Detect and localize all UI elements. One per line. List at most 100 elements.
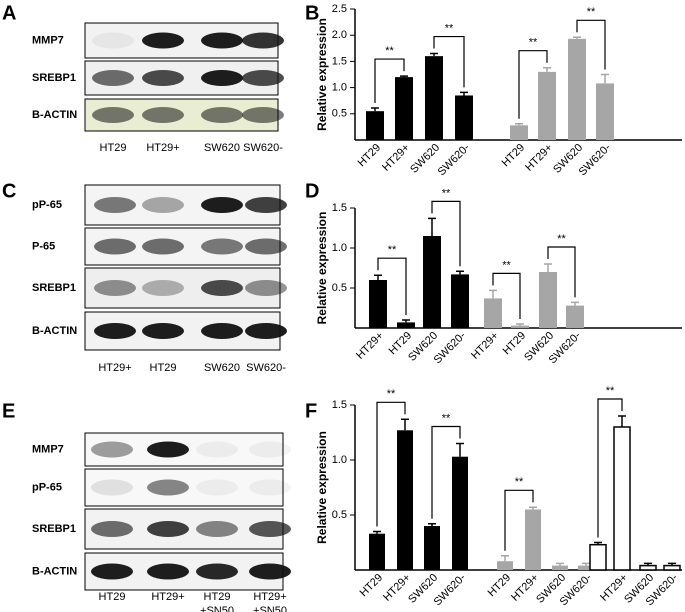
significance-bracket	[518, 50, 548, 119]
blot-row-label: SREBP1	[32, 282, 76, 294]
blot-row-label: pP-65	[32, 481, 62, 493]
x-tick-label: HT29+	[469, 330, 501, 362]
error-bar	[544, 263, 552, 272]
significance-bracket	[576, 19, 606, 70]
error-bar	[430, 52, 438, 57]
blot-band	[147, 563, 189, 580]
x-tick-label: HT29+	[354, 330, 386, 362]
x-tick-label: HT29+	[523, 142, 555, 174]
error-bar	[428, 523, 436, 526]
blot-band	[142, 238, 184, 255]
significance-label: **	[387, 388, 396, 400]
blot-lane-label: HT29	[204, 591, 231, 603]
blot-lane-label: HT29+	[253, 591, 286, 603]
significance-label: **	[442, 187, 451, 199]
blot-band	[196, 479, 238, 496]
bar	[568, 38, 586, 141]
significance-bracket	[431, 425, 461, 519]
bar	[511, 325, 529, 328]
y-tick-label: 0.5	[332, 108, 347, 120]
blot-band	[142, 70, 184, 86]
error-bar	[428, 217, 436, 236]
y-tick-label: 1.5	[332, 202, 347, 214]
significance-bracket	[492, 272, 521, 319]
bar	[525, 509, 541, 570]
error-bar	[371, 107, 379, 112]
error-bar	[582, 562, 590, 566]
significance-label: **	[442, 412, 451, 424]
y-tick-label: 2.5	[332, 3, 347, 15]
blot-lane-label: SW620-	[243, 142, 283, 154]
error-bar	[456, 270, 464, 275]
blot-band	[249, 563, 291, 580]
bar	[497, 561, 513, 570]
panel-letter: B	[305, 2, 319, 24]
significance-label: **	[587, 6, 596, 18]
error-bar	[374, 274, 382, 280]
y-tick-label: 0.5	[332, 509, 347, 521]
bar	[613, 426, 631, 571]
error-bar	[571, 301, 579, 306]
error-bar	[460, 91, 468, 96]
blot-row-label: SREBP1	[32, 72, 76, 84]
blot-band	[94, 197, 136, 213]
blot-band	[245, 238, 287, 255]
significance-label: **	[557, 233, 566, 245]
blot-band	[201, 197, 243, 213]
bar	[596, 83, 614, 140]
error-bar	[618, 415, 626, 427]
blot-lane-label: HT29+	[98, 362, 131, 374]
y-axis-label: Relative expression	[315, 18, 329, 131]
y-tick-label: 1.0	[332, 454, 347, 466]
panel-letter: C	[2, 180, 16, 202]
error-bar	[529, 506, 537, 510]
error-bar	[516, 323, 524, 326]
blot-row-label: SREBP1	[32, 523, 76, 535]
blot-lane-label: HT29	[100, 142, 127, 154]
blot-row-label: P-65	[32, 240, 55, 252]
blot-band	[147, 521, 189, 537]
blot-band	[142, 32, 184, 49]
panel-letter: D	[305, 180, 319, 202]
blot-band	[242, 107, 284, 123]
error-bar	[543, 66, 551, 72]
significance-bracket	[377, 257, 407, 315]
blot-row-label: MMP7	[32, 34, 64, 46]
y-tick-label: 1.5	[332, 399, 347, 411]
bar	[589, 543, 607, 571]
blot-lane-label: SW620	[204, 142, 240, 154]
error-bar	[644, 562, 652, 566]
x-tick-label: SW620-	[436, 141, 473, 178]
error-bar	[573, 36, 581, 39]
bar	[369, 533, 385, 570]
bar	[510, 125, 528, 140]
blot-band	[201, 107, 243, 123]
blot-lane-label: HT29	[150, 362, 177, 374]
blot-row-label: B-ACTIN	[32, 325, 77, 337]
bar	[397, 430, 413, 570]
blot-lane-label: HT29+	[151, 591, 184, 603]
error-bar	[601, 73, 609, 84]
blot-band	[91, 441, 133, 458]
blot-strip	[84, 267, 281, 309]
bar	[452, 456, 468, 570]
blot-band	[92, 107, 134, 123]
significance-label: **	[529, 37, 538, 49]
bar	[395, 77, 413, 140]
error-bar	[400, 75, 408, 78]
bar	[639, 564, 657, 571]
bar	[578, 565, 594, 570]
blot-lane-label: SW620	[204, 362, 240, 374]
bar	[539, 272, 557, 328]
panel-letter: F	[305, 400, 317, 422]
blot-band	[196, 563, 238, 580]
bar	[423, 236, 441, 328]
panel-letter: E	[2, 400, 15, 422]
blot-lane-label: +SN50	[200, 605, 234, 612]
blot-band	[91, 563, 133, 580]
blot-band	[201, 323, 243, 339]
significance-bracket	[597, 398, 623, 538]
blot-band	[92, 70, 134, 86]
y-tick-label: 1.0	[332, 242, 347, 254]
